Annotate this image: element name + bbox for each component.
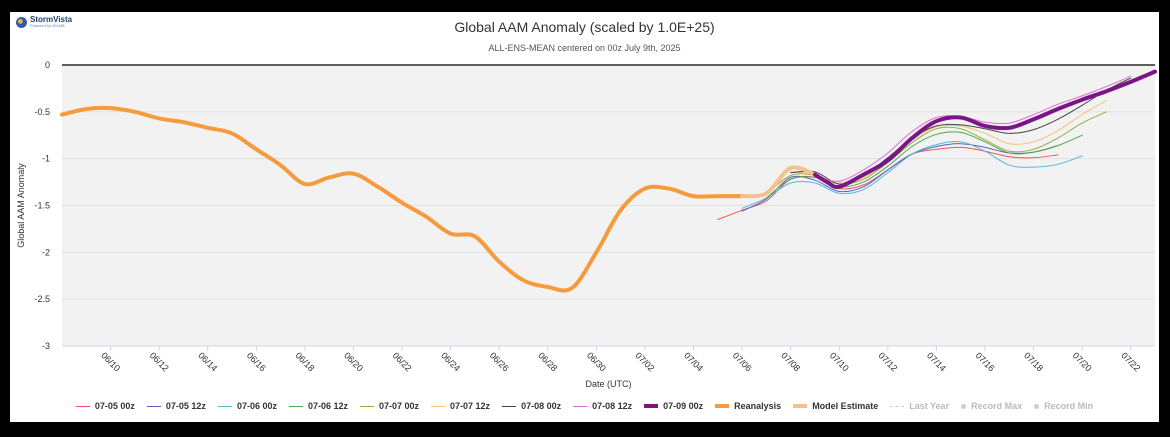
legend-swatch [890, 405, 905, 407]
x-tick-label: 06/10 [99, 350, 122, 373]
legend-item-reanalysis[interactable]: Reanalysis [715, 401, 781, 411]
legend-label: Record Min [1044, 401, 1094, 411]
x-tick-label: 07/16 [974, 350, 997, 373]
legend-swatch [715, 404, 730, 408]
legend-label: 07-08 12z [592, 401, 633, 411]
legend-item-07-08-12z[interactable]: 07-08 12z [573, 401, 632, 411]
x-tick-label: 07/10 [828, 350, 851, 373]
x-tick-label: 06/28 [536, 350, 559, 373]
legend-swatch [146, 405, 161, 407]
x-axis-label: Date (UTC) [585, 379, 631, 389]
legend-swatch [217, 405, 232, 407]
x-tick-label: 06/14 [196, 350, 219, 373]
aam-line-chart: 0 -0.5 -1 -1.5 -2 -2.5 -3 Global AAM Anomaly 06/… [16, 60, 1157, 389]
legend-label: 07-05 12z [165, 401, 206, 411]
chart-legend: 07-05 00z 07-05 12z 07-06 00z 07-06 12z 07-0… [10, 401, 1159, 411]
legend-swatch [288, 405, 303, 407]
x-tick-label: 07/18 [1022, 350, 1045, 373]
legend-swatch [793, 404, 808, 408]
x-tick-label: 07/12 [876, 350, 899, 373]
x-tick-label: 06/26 [488, 350, 511, 373]
legend-swatch [431, 405, 446, 407]
x-tick-label: 06/16 [245, 350, 268, 373]
chart-subtitle: ALL-ENS-MEAN centered on 00z July 9th, 2… [488, 43, 681, 53]
legend-label: 07-07 12z [450, 401, 491, 411]
x-tick-label: 07/06 [731, 350, 754, 373]
legend-item-model-estimate[interactable]: Model Estimate [793, 401, 878, 411]
series-line-07-09-00z [813, 69, 1157, 190]
legend-item-07-05-00z[interactable]: 07-05 00z [75, 401, 135, 411]
legend-swatch [360, 405, 374, 407]
x-tick-label: 06/22 [391, 350, 414, 373]
x-tick-label: 06/24 [439, 350, 462, 373]
chart-title: Global AAM Anomaly (scaled by 1.0E+25) [454, 19, 715, 35]
legend-label: Record Max [971, 401, 1023, 411]
legend-swatch [502, 405, 517, 407]
legend-item-last-year[interactable]: Last Year [890, 401, 949, 411]
legend-swatch [961, 403, 967, 409]
legend-item-record-min[interactable]: Record Min [1034, 401, 1093, 411]
legend-label: 07-06 00z [236, 401, 277, 411]
legend-item-07-05-12z[interactable]: 07-05 12z [146, 401, 206, 411]
series-line-07-07-12z [790, 100, 1107, 183]
legend-label: 07-05 00z [94, 401, 135, 411]
series-line-reanalysis [60, 105, 745, 293]
legend-item-07-07-12z[interactable]: 07-07 12z [431, 401, 490, 411]
legend-label: 07-08 00z [521, 401, 562, 411]
y-tick-label: -1.5 [34, 201, 50, 211]
legend-item-record-max[interactable]: Record Max [961, 401, 1022, 411]
y-axis-label: Global AAM Anomaly [16, 163, 26, 248]
legend-label: 07-06 12z [307, 401, 348, 411]
chart-frame: StormVista Powered by WXMB Global AAM An… [10, 12, 1159, 422]
legend-label: Model Estimate [812, 401, 879, 411]
x-tick-label: 06/12 [148, 350, 171, 373]
y-tick-label: -3 [42, 341, 50, 351]
legend-item-07-06-12z[interactable]: 07-06 12z [288, 401, 348, 411]
legend-label: 07-09 00z [663, 401, 704, 411]
x-tick-label: 06/20 [342, 350, 365, 373]
series-line-07-06-00z [741, 140, 1083, 209]
series-line-model-estimate [740, 165, 817, 199]
x-tick-label: 06/30 [585, 350, 608, 373]
brand-tagline: Powered by WXMB [30, 23, 65, 28]
legend-item-07-09-00z[interactable]: 07-09 00z [644, 401, 703, 411]
legend-item-07-06-00z[interactable]: 07-06 00z [217, 401, 277, 411]
legend-label: Last Year [909, 401, 950, 411]
y-tick-label: -2.5 [34, 294, 50, 304]
x-tick-label: 06/18 [293, 350, 316, 373]
stormvista-logo[interactable]: StormVista Powered by WXMB [16, 16, 72, 28]
x-tick-label: 07/04 [682, 350, 705, 373]
y-tick-label: 0 [45, 60, 50, 70]
x-tick-label: 07/08 [779, 350, 802, 373]
y-tick-label: -1 [42, 154, 50, 164]
x-tick-label: 07/20 [1071, 350, 1094, 373]
x-tick-label: 07/02 [634, 350, 657, 373]
legend-label: Reanalysis [734, 401, 782, 411]
legend-swatch [1034, 403, 1040, 409]
legend-item-07-07-00z[interactable]: 07-07 00z [360, 401, 419, 411]
y-tick-label: -2 [42, 247, 50, 257]
legend-label: 07-07 00z [379, 401, 420, 411]
legend-item-07-08-00z[interactable]: 07-08 00z [502, 401, 561, 411]
legend-swatch [75, 405, 90, 407]
stormvista-logo-icon [16, 16, 27, 28]
brand-name: StormVista [30, 15, 73, 24]
x-tick-label: 07/22 [1119, 350, 1142, 373]
x-tick-label: 07/14 [925, 350, 948, 373]
legend-swatch [573, 405, 588, 407]
legend-swatch [644, 404, 659, 408]
y-tick-label: -0.5 [34, 107, 50, 117]
